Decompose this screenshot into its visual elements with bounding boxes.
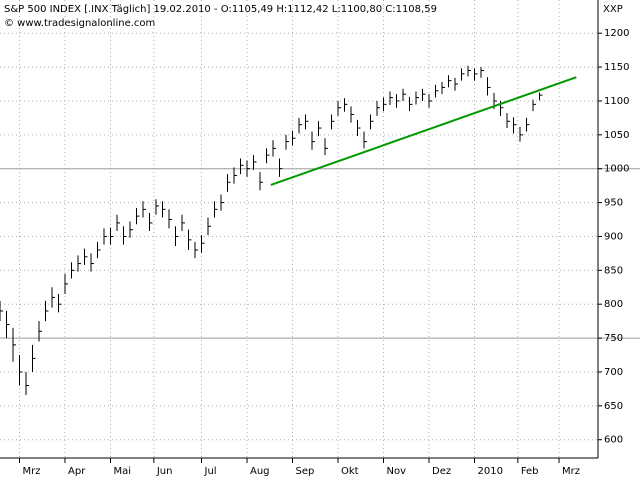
y-tick-label: 900 [604, 231, 623, 242]
x-tick-label: Mrz [23, 466, 41, 477]
x-tick-label: Mai [114, 466, 132, 477]
grid [0, 0, 640, 458]
y-tick-label: 1000 [604, 164, 629, 175]
y-tick-label: 1050 [604, 130, 629, 141]
x-tick-label: 2010 [478, 466, 503, 477]
chart-title: S&P 500 INDEX [.INX Täglich] 19.02.2010 … [4, 4, 437, 15]
x-tick-label: Jul [204, 466, 217, 477]
y-tick-label: 750 [604, 333, 623, 344]
x-tick-label: Aug [250, 466, 270, 477]
axis-label: XXP [603, 4, 623, 15]
y-tick-label: 850 [604, 265, 623, 276]
chart-subtitle: © www.tradesignalonline.com [4, 18, 155, 29]
y-tick-label: 700 [604, 367, 623, 378]
y-tick-label: 950 [604, 198, 623, 209]
x-tick-label: Nov [387, 466, 407, 477]
y-tick-label: 1150 [604, 62, 629, 73]
y-tick-label: 650 [604, 401, 623, 412]
x-tick-label: Okt [341, 466, 359, 477]
x-tick-label: Sep [296, 466, 315, 477]
x-tick-label: Mrz [562, 466, 580, 477]
y-tick-label: 1200 [604, 28, 629, 39]
x-tick-label: Dez [432, 466, 451, 477]
trendline [270, 76, 577, 186]
plot [0, 65, 577, 395]
x-tick-label: Jun [156, 466, 173, 477]
y-tick-label: 600 [604, 435, 623, 446]
x-tick-label: Feb [521, 466, 539, 477]
y-tick-label: 800 [604, 299, 623, 310]
x-tick-label: Apr [68, 466, 86, 477]
y-tick-label: 1100 [604, 96, 629, 107]
